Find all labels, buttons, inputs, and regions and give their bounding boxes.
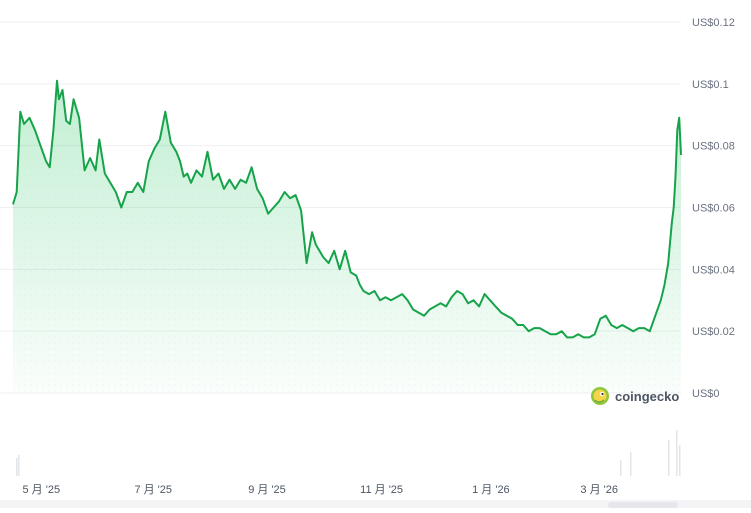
- price-area-texture: [13, 80, 681, 393]
- y-tick-label: US$0: [692, 388, 720, 400]
- x-tick-label: 1 月 '26: [472, 484, 510, 496]
- x-tick-label: 3 月 '26: [580, 484, 618, 496]
- range-scrollbar[interactable]: [0, 500, 751, 508]
- gecko-logo-icon: [591, 387, 609, 405]
- volume-bar: [630, 452, 632, 476]
- volume-bar: [18, 455, 20, 476]
- volume-bar: [668, 440, 670, 476]
- x-tick-label: 7 月 '25: [134, 484, 172, 496]
- y-tick-label: US$0.1: [692, 79, 729, 91]
- y-tick-label: US$0.06: [692, 203, 735, 215]
- y-tick-label: US$0.04: [692, 264, 735, 276]
- volume-bar: [676, 430, 678, 476]
- y-axis-labels: US$0 US$0.02 US$0.04 US$0.06 US$0.08 US$0.1 US…: [692, 17, 735, 400]
- volume-bar: [620, 460, 622, 476]
- x-axis-labels: 5 月 '25 7 月 '25 9 月 '25 11 月 '25 1 月 '26 3 月 …: [23, 484, 618, 496]
- y-tick-label: US$0.08: [692, 141, 735, 153]
- x-tick-label: 11 月 '25: [360, 484, 403, 496]
- price-line[interactable]: [12, 79, 682, 339]
- x-tick-label: 5 月 '25: [23, 484, 61, 496]
- y-tick-label: US$0.12: [692, 17, 735, 29]
- watermark-text: coingecko: [615, 389, 679, 404]
- range-scrollbar-thumb[interactable]: [608, 502, 678, 508]
- volume-bars: [16, 430, 681, 476]
- area-layer: [12, 79, 682, 393]
- volume-bar: [679, 445, 681, 476]
- coingecko-watermark: coingecko: [591, 387, 679, 405]
- y-tick-label: US$0.02: [692, 326, 735, 338]
- x-tick-label: 9 月 '25: [248, 484, 286, 496]
- volume-bar: [16, 458, 18, 476]
